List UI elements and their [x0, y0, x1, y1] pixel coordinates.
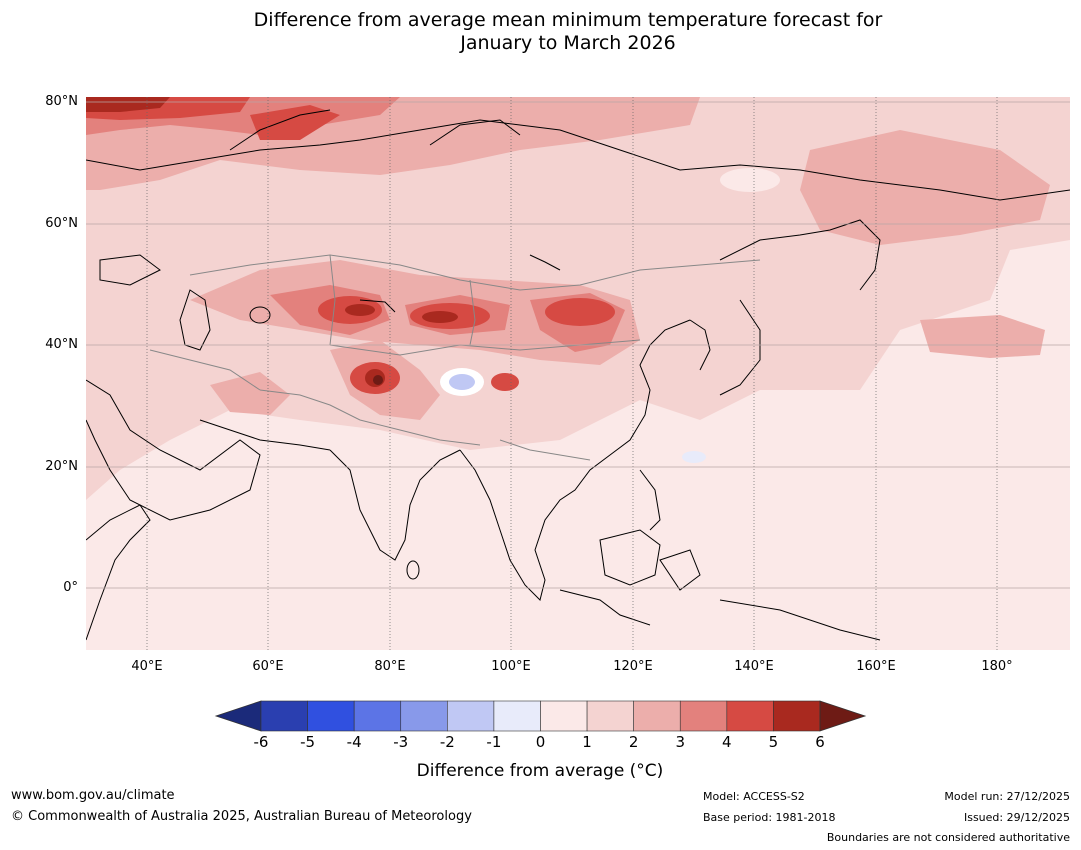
- footer-base-period: Base period: 1981-2018: [703, 811, 836, 824]
- colorbar-tick-label: -3: [393, 733, 409, 751]
- colorbar-swatch: [307, 700, 355, 732]
- anomaly-band-5-6-kazakh: [345, 304, 375, 316]
- anomaly-band-2-3-east-siberia: [800, 130, 1050, 245]
- colorbar-tick-label: 1: [582, 733, 592, 751]
- footer-issued: Issued: 29/12/2025: [963, 811, 1070, 824]
- cool-spot-tibet-inner: [449, 374, 475, 390]
- colorbar-extend-low: [214, 700, 262, 732]
- lon-label-160e: 160°E: [856, 659, 896, 674]
- lat-label-0: 0°: [63, 580, 78, 595]
- lon-label-80e: 80°E: [374, 659, 406, 674]
- title-line-1: Difference from average mean minimum tem…: [253, 9, 883, 31]
- colorbar-tick-label: 0: [535, 733, 546, 751]
- colorbar-tick-label: 3: [675, 733, 686, 751]
- lon-label-100e: 100°E: [491, 659, 531, 674]
- colorbar-tick-label: 2: [628, 733, 639, 751]
- anomaly-band-4-5-china: [545, 298, 615, 326]
- colorbar-swatch: [633, 700, 681, 732]
- colorbar-tick-label: -1: [486, 733, 502, 751]
- colorbar-label: Difference from average (°C): [416, 761, 664, 781]
- colorbar-tick-label: -5: [300, 733, 316, 751]
- lon-label-120e: 120°E: [613, 659, 653, 674]
- lon-label-60e: 60°E: [252, 659, 284, 674]
- anomaly-band-above-6-tibet: [373, 375, 383, 385]
- anomaly-band-2-3-pacific: [920, 315, 1045, 358]
- colorbar-swatch: [353, 700, 402, 732]
- colorbar-swatch: [679, 700, 728, 732]
- anomaly-band-4-5-tibet-east: [491, 373, 519, 391]
- lat-label-40n: 40°N: [45, 337, 78, 352]
- colorbar-tick-label: -6: [253, 733, 269, 751]
- colorbar-swatch: [540, 700, 588, 732]
- cool-spot-south-china-sea: [682, 451, 706, 463]
- footer-disclaimer: Boundaries are not considered authoritat…: [826, 831, 1070, 844]
- colorbar-tick-label: -2: [439, 733, 455, 751]
- colorbar-swatch: [773, 700, 821, 732]
- coastlines: [86, 109, 1070, 641]
- footer-website: www.bom.gov.au/climate: [11, 788, 175, 803]
- colorbar-swatch: [726, 700, 774, 732]
- colorbar-swatch: [447, 700, 495, 732]
- latitude-lines: [86, 101, 1070, 589]
- lat-label-80n: 80°N: [45, 94, 78, 109]
- colorbar-swatch: [493, 700, 541, 732]
- forecast-map: [86, 97, 1070, 650]
- colorbar-tick-label: 4: [722, 733, 732, 751]
- footer-model: Model: ACCESS-S2: [703, 790, 805, 803]
- title-line-2: January to March 2026: [460, 32, 676, 54]
- anomaly-band-5-6-arctic: [86, 97, 170, 112]
- country-borders: [149, 254, 761, 461]
- colorbar-swatch: [586, 700, 634, 732]
- chart-title: Difference from average mean minimum tem…: [0, 9, 1081, 55]
- footer-copyright: © Commonwealth of Australia 2025, Austra…: [11, 809, 472, 824]
- anomaly-band-5-6-mongolia: [422, 311, 458, 323]
- colorbar-tick-label: 5: [768, 733, 779, 751]
- colorbar-tick-label: -4: [346, 733, 362, 751]
- lat-label-60n: 60°N: [45, 216, 78, 231]
- lon-label-180: 180°: [981, 659, 1013, 674]
- near-zero-spot: [720, 168, 780, 192]
- lat-label-20n: 20°N: [45, 459, 78, 474]
- colorbar-tick-label: 6: [815, 733, 825, 751]
- graticule: [146, 97, 998, 650]
- anomaly-band-2-3-west: [210, 372, 290, 415]
- anomaly-band-4-5-barents: [250, 105, 340, 140]
- footer-model-run: Model run: 27/12/2025: [944, 790, 1070, 803]
- lon-label-40e: 40°E: [131, 659, 163, 674]
- lon-label-140e: 140°E: [734, 659, 774, 674]
- colorbar-swatch: [260, 700, 308, 732]
- colorbar-extend-high: [819, 700, 867, 732]
- colorbar-swatch: [400, 700, 448, 732]
